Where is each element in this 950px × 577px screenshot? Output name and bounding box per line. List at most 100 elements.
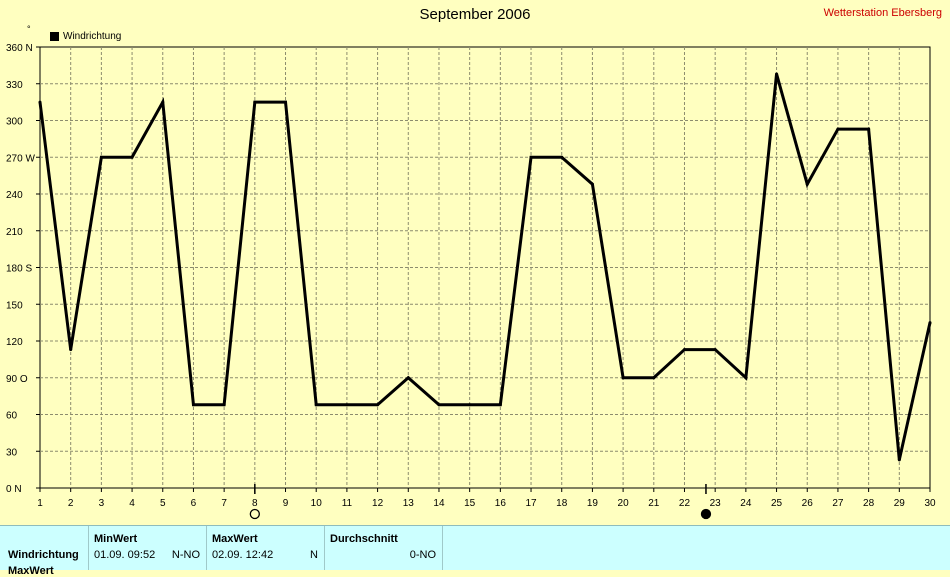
data-point xyxy=(897,458,901,462)
y-tick-label: 90 O xyxy=(6,374,28,385)
x-tick-label: 28 xyxy=(863,498,875,509)
stats-table: Windrichtung MaxWert MinWert 01.09. 09:5… xyxy=(0,525,950,577)
stats-min-header: MinWert xyxy=(94,533,138,545)
stats-min-date: 01.09. xyxy=(94,549,125,561)
x-tick-label: 23 xyxy=(710,498,722,509)
stats-row-label: Windrichtung xyxy=(8,549,79,561)
x-tick-label: 4 xyxy=(129,498,135,509)
data-point xyxy=(498,403,502,407)
data-point xyxy=(560,155,564,159)
data-point xyxy=(928,321,932,325)
x-tick-label: 16 xyxy=(495,498,507,509)
x-tick-label: 9 xyxy=(283,498,289,509)
data-point xyxy=(437,403,441,407)
stats-avg-cell: Durchschnitt 0-NO xyxy=(324,526,443,570)
data-point xyxy=(805,182,809,186)
x-tick-label: 3 xyxy=(99,498,105,509)
unit-mark: ° xyxy=(27,24,31,34)
x-tick-label: 29 xyxy=(894,498,906,509)
x-tick-label: 25 xyxy=(771,498,783,509)
x-tick-label: 20 xyxy=(618,498,630,509)
stats-max-dir: N xyxy=(310,549,318,561)
y-tick-label: 270 W xyxy=(6,153,35,164)
stats-min-row: 01.09. 09:52 N-NO xyxy=(94,549,200,561)
data-point xyxy=(376,403,380,407)
new-moon-icon xyxy=(700,508,712,520)
x-tick-label: 15 xyxy=(464,498,476,509)
x-tick-label: 17 xyxy=(525,498,537,509)
y-tick-label: 240 xyxy=(6,190,23,201)
data-point xyxy=(406,376,410,380)
x-tick-label: 30 xyxy=(924,498,936,509)
stats-avg-header: Durchschnitt xyxy=(330,533,398,545)
data-point xyxy=(652,376,656,380)
legend-label: Windrichtung xyxy=(63,31,122,42)
stats-max-header: MaxWert xyxy=(212,533,258,545)
data-point xyxy=(314,403,318,407)
x-tick-label: 27 xyxy=(832,498,844,509)
data-point xyxy=(529,155,533,159)
x-tick-label: 12 xyxy=(372,498,384,509)
x-tick-label: 19 xyxy=(587,498,599,509)
chart-title: September 2006 xyxy=(419,6,531,23)
y-tick-label: 180 S xyxy=(6,264,32,275)
y-tick-label: 60 xyxy=(6,411,18,422)
data-point xyxy=(99,155,103,159)
x-tick-label: 6 xyxy=(191,498,197,509)
data-point xyxy=(682,348,686,352)
data-point xyxy=(253,100,257,104)
data-point xyxy=(38,100,42,104)
x-tick-label: 7 xyxy=(221,498,227,509)
stats-max-date: 02.09. xyxy=(212,549,243,561)
x-tick-label: 10 xyxy=(311,498,323,509)
x-tick-label: 21 xyxy=(648,498,660,509)
data-point xyxy=(590,182,594,186)
data-point xyxy=(836,127,840,131)
data-point xyxy=(284,100,288,104)
data-point xyxy=(468,403,472,407)
stats-avg-dir: 0-NO xyxy=(409,549,436,561)
stats-next-row-label: MaxWert xyxy=(8,565,54,577)
legend-swatch xyxy=(50,32,59,41)
data-point xyxy=(744,376,748,380)
stats-min-dir: N-NO xyxy=(171,549,200,561)
data-point xyxy=(161,100,165,104)
x-tick-label: 26 xyxy=(802,498,814,509)
x-tick-label: 1 xyxy=(37,498,43,509)
x-tick-label: 22 xyxy=(679,498,691,509)
stats-max-time: 12:42 xyxy=(245,549,274,561)
stats-label-cell: Windrichtung MaxWert xyxy=(0,526,89,577)
data-point xyxy=(621,376,625,380)
y-tick-label: 360 N xyxy=(6,43,33,54)
data-point xyxy=(191,403,195,407)
full-moon-icon xyxy=(249,508,260,520)
stats-max-row: 02.09. 12:42 N xyxy=(212,549,318,561)
x-tick-label: 18 xyxy=(556,498,568,509)
data-point xyxy=(775,72,779,76)
y-tick-label: 150 xyxy=(6,300,23,311)
data-point xyxy=(69,348,73,352)
y-tick-label: 30 xyxy=(6,447,18,458)
x-tick-label: 5 xyxy=(160,498,166,509)
x-tick-label: 24 xyxy=(740,498,752,509)
legend: Windrichtung xyxy=(50,31,121,42)
data-point xyxy=(345,403,349,407)
y-tick-label: 330 xyxy=(6,80,23,91)
x-tick-label: 2 xyxy=(68,498,74,509)
data-point xyxy=(867,127,871,131)
x-tick-label: 13 xyxy=(403,498,415,509)
station-name: Wetterstation Ebersberg xyxy=(823,7,942,19)
series-line xyxy=(38,73,932,461)
y-tick-label: 0 N xyxy=(6,484,22,495)
stats-min-time: 09:52 xyxy=(127,549,156,561)
y-tick-label: 210 xyxy=(6,227,23,238)
x-tick-label: 8 xyxy=(252,498,258,509)
data-point xyxy=(713,348,717,352)
y-tick-label: 300 xyxy=(6,117,23,128)
x-tick-label: 11 xyxy=(342,498,353,509)
y-tick-label: 120 xyxy=(6,337,23,348)
stats-min-cell: MinWert 01.09. 09:52 N-NO xyxy=(88,526,207,570)
data-point xyxy=(130,155,134,159)
x-tick-label: 14 xyxy=(433,498,445,509)
